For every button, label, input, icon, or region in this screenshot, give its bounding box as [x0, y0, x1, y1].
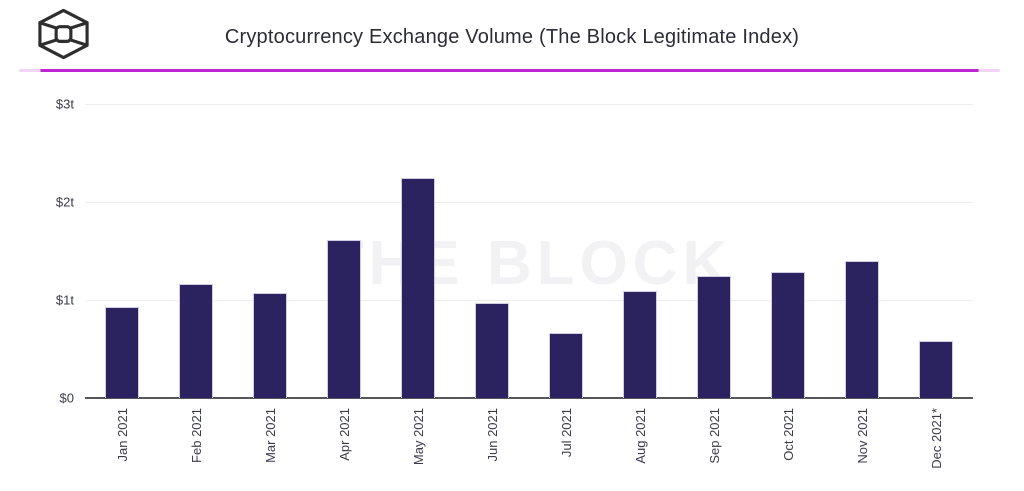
bar-apr-2021[interactable] — [327, 240, 361, 398]
x-axis-tick: Apr 2021 — [307, 408, 381, 491]
y-axis-tick-label: $2t — [55, 194, 74, 210]
x-axis-tick-label: Dec 2021* — [928, 408, 944, 469]
the-block-logo-icon[interactable] — [36, 8, 91, 60]
x-axis-tick: Jun 2021 — [455, 408, 529, 491]
x-axis-tick-label: Sep 2021 — [706, 408, 722, 464]
x-axis-tick: Jul 2021 — [529, 408, 603, 491]
gridline-2t — [85, 202, 973, 203]
bar-dec-2021[interactable] — [919, 341, 953, 398]
x-axis-tick: May 2021 — [381, 408, 455, 491]
y-axis-tick-label: $1t — [55, 292, 74, 308]
chart-title: Cryptocurrency Exchange Volume (The Bloc… — [224, 26, 800, 48]
y-axis-tick-label: $3t — [55, 96, 74, 112]
x-axis-tick: Nov 2021 — [825, 408, 899, 491]
bar-aug-2021[interactable] — [623, 291, 657, 398]
x-axis-tick-label: Oct 2021 — [780, 408, 796, 461]
x-axis: Jan 2021 Feb 2021 Mar 2021 Apr 2021 May 2021… — [85, 408, 973, 491]
x-axis-tick: Oct 2021 — [751, 408, 825, 491]
x-axis-tick: Mar 2021 — [233, 408, 307, 491]
x-axis-tick: Dec 2021* — [899, 408, 973, 491]
x-axis-tick-label: Jul 2021 — [558, 408, 574, 458]
x-axis-line — [85, 397, 973, 399]
bar-oct-2021[interactable] — [771, 272, 805, 398]
x-axis-tick: Sep 2021 — [677, 408, 751, 491]
bar-nov-2021[interactable] — [845, 261, 879, 398]
watermark: THE BLOCK — [325, 229, 733, 298]
bar-jun-2021[interactable] — [475, 303, 509, 398]
header-divider — [19, 69, 1000, 72]
x-axis-tick-label: Jan 2021 — [114, 408, 130, 462]
gridline-1t — [85, 300, 973, 301]
x-axis-tick: Jan 2021 — [85, 408, 159, 491]
x-axis-tick: Aug 2021 — [603, 408, 677, 491]
x-axis-tick-label: Feb 2021 — [188, 408, 204, 463]
plot-area: THE BLOCK — [85, 104, 973, 399]
x-axis-tick-label: Mar 2021 — [262, 408, 278, 463]
y-axis-tick-label: $0 — [59, 390, 74, 406]
bar-may-2021[interactable] — [401, 178, 435, 398]
bar-feb-2021[interactable] — [179, 284, 213, 398]
x-axis-tick: Feb 2021 — [159, 408, 233, 491]
x-axis-tick-label: Nov 2021 — [854, 408, 870, 464]
gridline-3t — [85, 104, 973, 105]
bar-jan-2021[interactable] — [105, 307, 139, 398]
bar-sep-2021[interactable] — [697, 276, 731, 398]
x-axis-tick-label: Jun 2021 — [484, 408, 500, 462]
y-axis: $0 $1t $2t $3t — [0, 97, 74, 406]
x-axis-tick-label: May 2021 — [410, 408, 426, 466]
bar-mar-2021[interactable] — [253, 293, 287, 398]
x-axis-tick-label: Aug 2021 — [632, 408, 648, 464]
x-axis-tick-label: Apr 2021 — [336, 408, 352, 461]
bar-jul-2021[interactable] — [549, 333, 583, 398]
